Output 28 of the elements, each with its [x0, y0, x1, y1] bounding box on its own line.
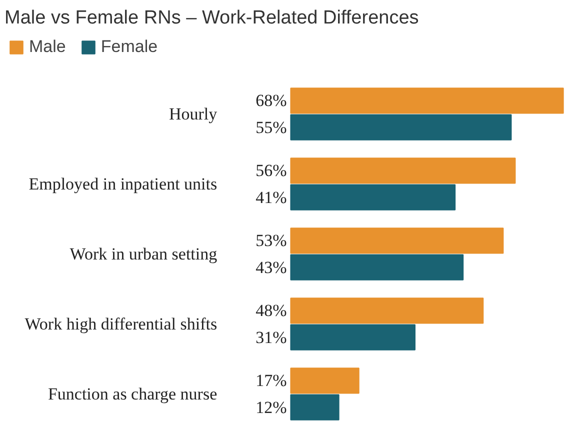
data-label: 41% [256, 188, 287, 207]
data-label: 12% [256, 398, 287, 417]
legend-label: Female [100, 37, 158, 57]
bar [290, 114, 512, 140]
data-label: 56% [256, 161, 287, 180]
y-tick-label: Work in urban setting [70, 244, 218, 264]
y-tick-label: Employed in inpatient units [28, 174, 218, 194]
bar [290, 158, 516, 184]
bar [290, 368, 360, 394]
y-tick-label: Hourly [168, 104, 218, 124]
data-label: 48% [256, 301, 287, 320]
data-label: 53% [256, 231, 287, 250]
data-label: 17% [256, 371, 287, 390]
data-label: 55% [256, 118, 287, 137]
y-tick-label: Work high differential shifts [24, 314, 218, 334]
bar [290, 324, 416, 350]
y-tick-label: Function as charge nurse [48, 384, 218, 404]
bar [290, 88, 564, 114]
bar [290, 298, 484, 324]
chart-title: Male vs Female RNs – Work-Related Differences [4, 8, 419, 28]
legend-label: Male [29, 37, 66, 57]
bar [290, 254, 464, 280]
bar [290, 184, 456, 210]
data-label: 68% [256, 91, 287, 110]
bar [290, 394, 340, 420]
data-label: 31% [256, 328, 287, 347]
bar [290, 228, 504, 254]
data-label: 43% [256, 258, 287, 277]
